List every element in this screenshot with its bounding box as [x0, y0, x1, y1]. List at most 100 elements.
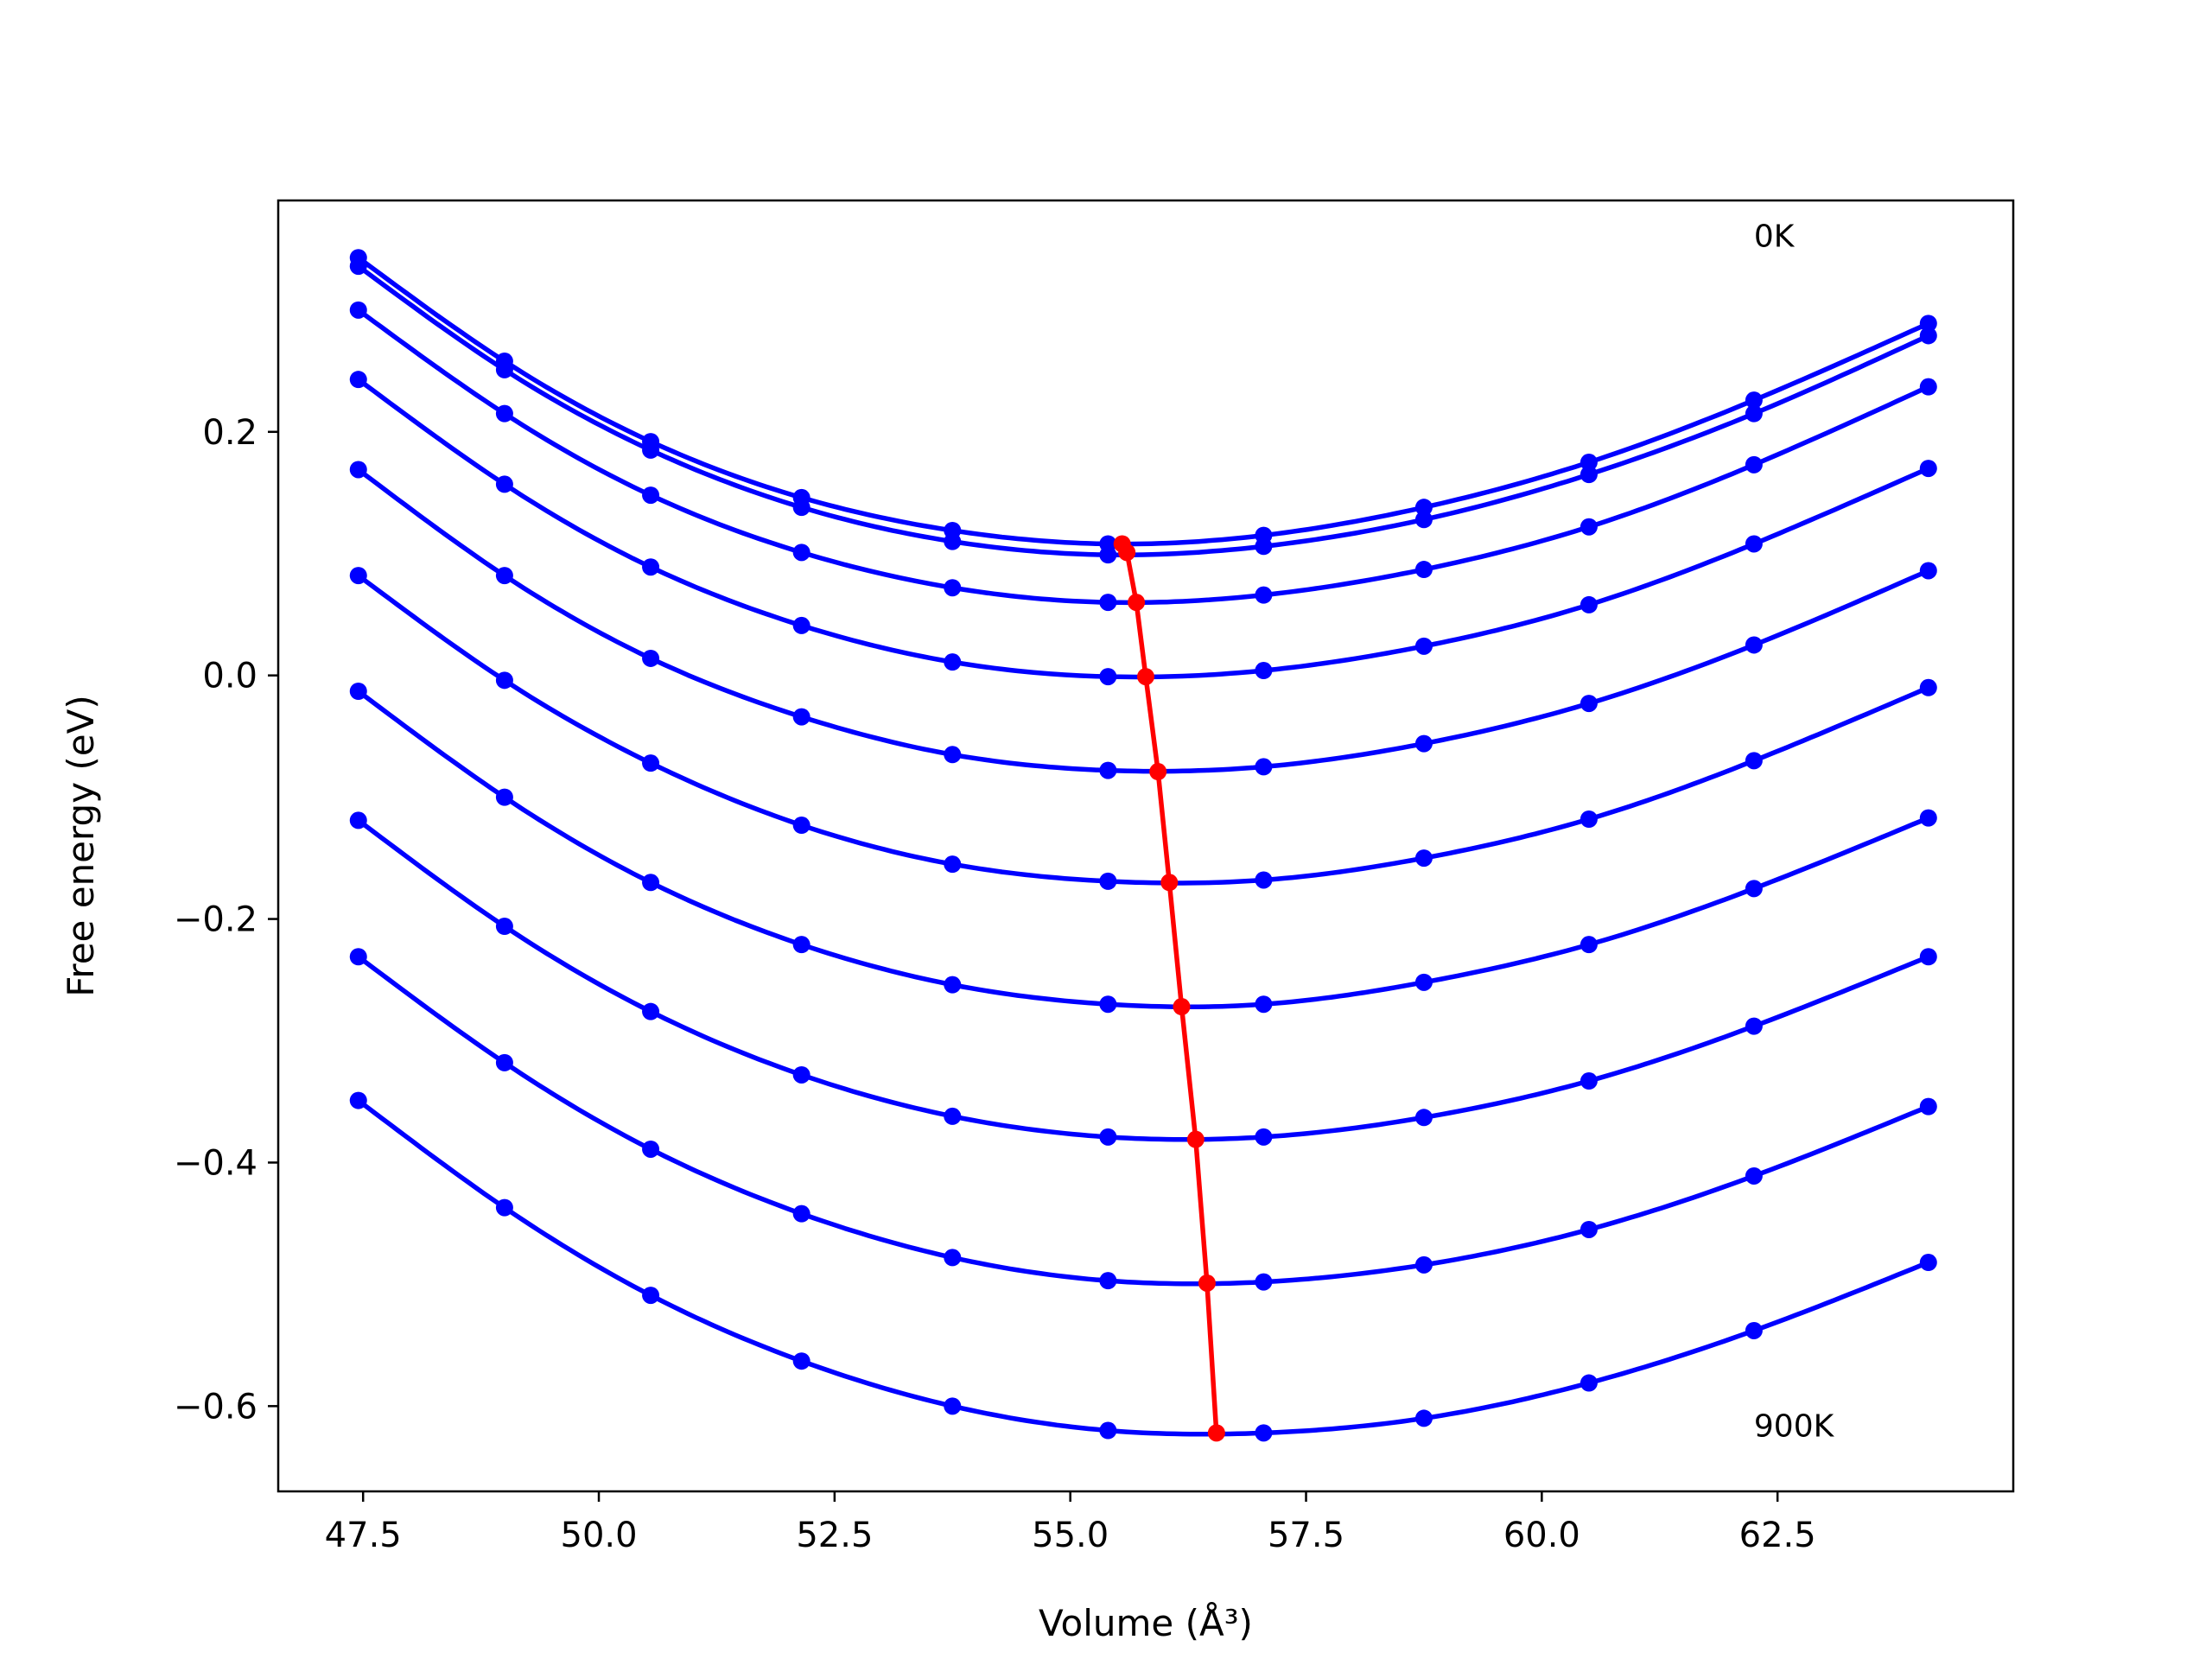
x-tick-label: 57.5: [1268, 1516, 1344, 1555]
series-8-point: [1580, 1072, 1598, 1090]
series-7-point: [1099, 995, 1117, 1014]
series-2-point: [1414, 511, 1433, 529]
series-8-line: [357, 818, 1929, 1142]
series-10-point: [495, 1198, 513, 1217]
series-7-point: [642, 874, 660, 892]
minima-point: [1137, 668, 1154, 686]
x-tick-label: 60.0: [1503, 1516, 1580, 1555]
series-3-point: [349, 301, 367, 319]
minima-point: [1173, 998, 1191, 1016]
series-6-point: [495, 671, 513, 690]
series-4-point: [792, 616, 810, 634]
series-10-point: [1745, 1321, 1763, 1339]
series-8-point: [944, 1107, 962, 1125]
minima-point: [1149, 763, 1167, 781]
series-10-point: [1099, 1421, 1117, 1440]
series-1-point: [1414, 499, 1433, 517]
series-10-point: [1580, 1374, 1598, 1392]
series-6: [349, 567, 1937, 890]
series-3-point: [642, 486, 660, 505]
series-4-point: [495, 475, 513, 493]
series-7-point: [1919, 809, 1937, 827]
series-4-point: [1745, 535, 1763, 553]
series-5-point: [495, 567, 513, 585]
series-7: [349, 683, 1937, 1014]
series-8: [349, 811, 1937, 1146]
series-5-point: [642, 649, 660, 667]
minima-series: [1113, 535, 1225, 1442]
series-2-point: [495, 360, 513, 378]
series-7-line: [357, 689, 1929, 1010]
series-4-point: [944, 653, 962, 671]
series-10-point: [944, 1397, 962, 1415]
series-10: [349, 1091, 1937, 1442]
series-9-point: [944, 1249, 962, 1267]
series-5-point: [1919, 562, 1937, 580]
plot-area: [349, 249, 1937, 1442]
series-3-point: [1255, 586, 1273, 604]
x-tick-label: 52.5: [796, 1516, 873, 1555]
series-2-point: [944, 532, 962, 550]
series-9-line: [357, 955, 1929, 1287]
series-3-point: [1919, 378, 1937, 396]
x-axis: 47.5 50.0 52.5 55.0 57.5 60.0 62.5: [325, 1491, 1816, 1555]
series-2-point: [1255, 537, 1273, 556]
series-9-point: [1414, 1255, 1433, 1274]
series-10-point: [642, 1287, 660, 1305]
series-7-point: [1745, 880, 1763, 898]
series-5: [349, 461, 1937, 779]
series-5-point: [944, 746, 962, 764]
y-tick-label: −0.2: [174, 900, 257, 940]
series-6-point: [1255, 871, 1273, 889]
series-5-point: [1099, 761, 1117, 779]
series-5-point: [349, 461, 367, 479]
series-5-point: [792, 708, 810, 726]
series-7-point: [792, 936, 810, 954]
series-2-line: [357, 264, 1929, 557]
series-2-point: [642, 441, 660, 459]
series-10-point: [792, 1352, 810, 1370]
series-7-point: [944, 976, 962, 994]
series-7-point: [349, 683, 367, 701]
x-tick-label: 62.5: [1739, 1516, 1816, 1555]
series-7-point: [1414, 973, 1433, 991]
minima-line: [1120, 543, 1219, 1433]
series-10-point: [1255, 1424, 1273, 1442]
series-4-point: [1255, 662, 1273, 680]
annotations: 0K 900K: [1754, 219, 1835, 1445]
x-tick-label: 50.0: [561, 1516, 638, 1555]
temperature-annotation: 900K: [1754, 1409, 1835, 1445]
series-2-point: [1099, 546, 1117, 564]
series-9-point: [1255, 1273, 1273, 1291]
series-8-point: [349, 811, 367, 830]
y-tick-label: −0.4: [174, 1143, 257, 1183]
series-4-point: [1099, 668, 1117, 686]
series-6-point: [944, 855, 962, 874]
series-10-point: [1919, 1254, 1937, 1272]
series-5-line: [357, 467, 1929, 774]
series-4-point: [1919, 460, 1937, 478]
series-5-point: [1580, 695, 1598, 713]
series-3-point: [792, 543, 810, 562]
series-6-point: [1580, 810, 1598, 828]
minima-point: [1128, 594, 1146, 612]
series-6-point: [1745, 752, 1763, 770]
series-3-point: [1745, 455, 1763, 474]
series-9-point: [1099, 1272, 1117, 1290]
series-1-point: [1580, 454, 1598, 472]
series-6-point: [349, 567, 367, 585]
series-6-point: [1919, 678, 1937, 696]
y-tick-label: 0.0: [202, 657, 257, 696]
series-10-point: [1414, 1409, 1433, 1427]
series-8-point: [792, 1065, 810, 1084]
series-8-point: [1745, 1017, 1763, 1035]
series-8-point: [1414, 1109, 1433, 1127]
x-axis-label: Volume (Å³): [1039, 1601, 1253, 1644]
x-tick-label: 47.5: [325, 1516, 402, 1555]
series-5-point: [1745, 636, 1763, 654]
x-tick-label: 55.0: [1032, 1516, 1109, 1555]
series-7-point: [1580, 936, 1598, 954]
series-4-point: [642, 558, 660, 576]
